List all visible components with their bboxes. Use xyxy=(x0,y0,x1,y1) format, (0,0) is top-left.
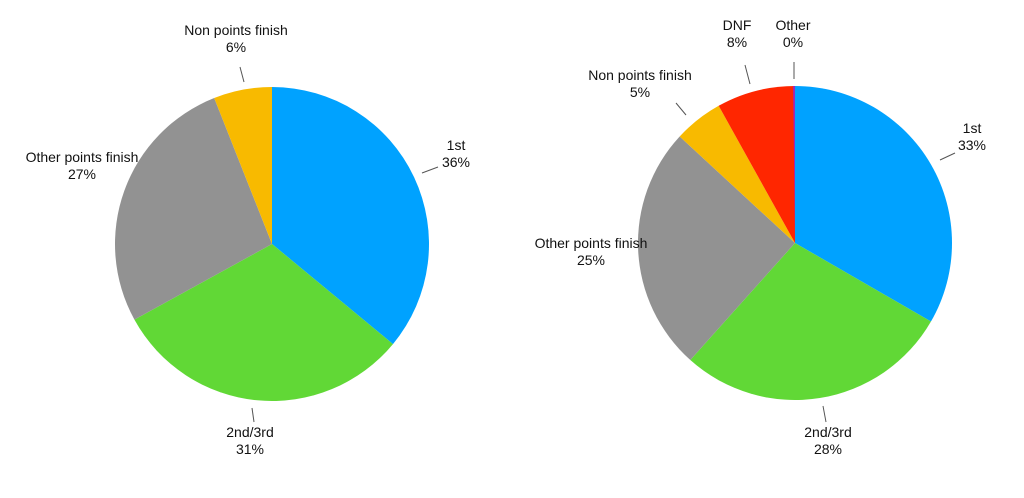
value-label-2nd-3rd: 31% xyxy=(236,441,264,457)
label-other-points-finish: Other points finish xyxy=(26,149,139,165)
slice-1st xyxy=(272,87,429,345)
value-label-1st: 33% xyxy=(958,137,986,153)
leader-line-1st xyxy=(939,152,956,161)
label-1st: 1st xyxy=(963,120,982,136)
slice-dnf xyxy=(718,86,795,243)
value-label-1st: 36% xyxy=(442,154,470,170)
label-2nd-3rd: 2nd/3rd xyxy=(804,424,851,440)
value-label-2nd-3rd: 28% xyxy=(814,441,842,457)
value-label-other-points-finish: 25% xyxy=(577,252,605,268)
label-other: Other xyxy=(775,17,810,33)
slice-other-points-finish xyxy=(115,98,272,320)
leader-line-2nd-3rd xyxy=(251,407,255,423)
value-label-dnf: 8% xyxy=(727,34,747,50)
label-dnf: DNF xyxy=(723,17,752,33)
value-label-non-points-finish: 6% xyxy=(226,39,246,55)
value-label-other: 0% xyxy=(783,34,803,50)
label-non-points-finish: Non points finish xyxy=(588,67,692,83)
label-2nd-3rd: 2nd/3rd xyxy=(226,424,273,440)
label-other-points-finish: Other points finish xyxy=(535,235,648,251)
slice-2nd-3rd xyxy=(690,243,931,400)
slice-non-points-finish xyxy=(214,87,272,244)
slice-non-points-finish xyxy=(679,105,795,243)
leader-line-non-points-finish xyxy=(675,102,687,116)
leader-line-dnf xyxy=(744,64,751,85)
label-1st: 1st xyxy=(447,137,466,153)
label-non-points-finish: Non points finish xyxy=(184,22,288,38)
slice-other xyxy=(793,86,795,243)
slice-1st xyxy=(795,86,952,322)
leader-line-1st xyxy=(421,166,439,174)
leader-line-non-points-finish xyxy=(239,66,245,83)
value-label-other-points-finish: 27% xyxy=(68,166,96,182)
leader-line-2nd-3rd xyxy=(822,405,827,423)
slice-other-points-finish xyxy=(638,136,795,361)
slice-2nd-3rd xyxy=(134,244,393,402)
value-label-non-points-finish: 5% xyxy=(630,84,650,100)
